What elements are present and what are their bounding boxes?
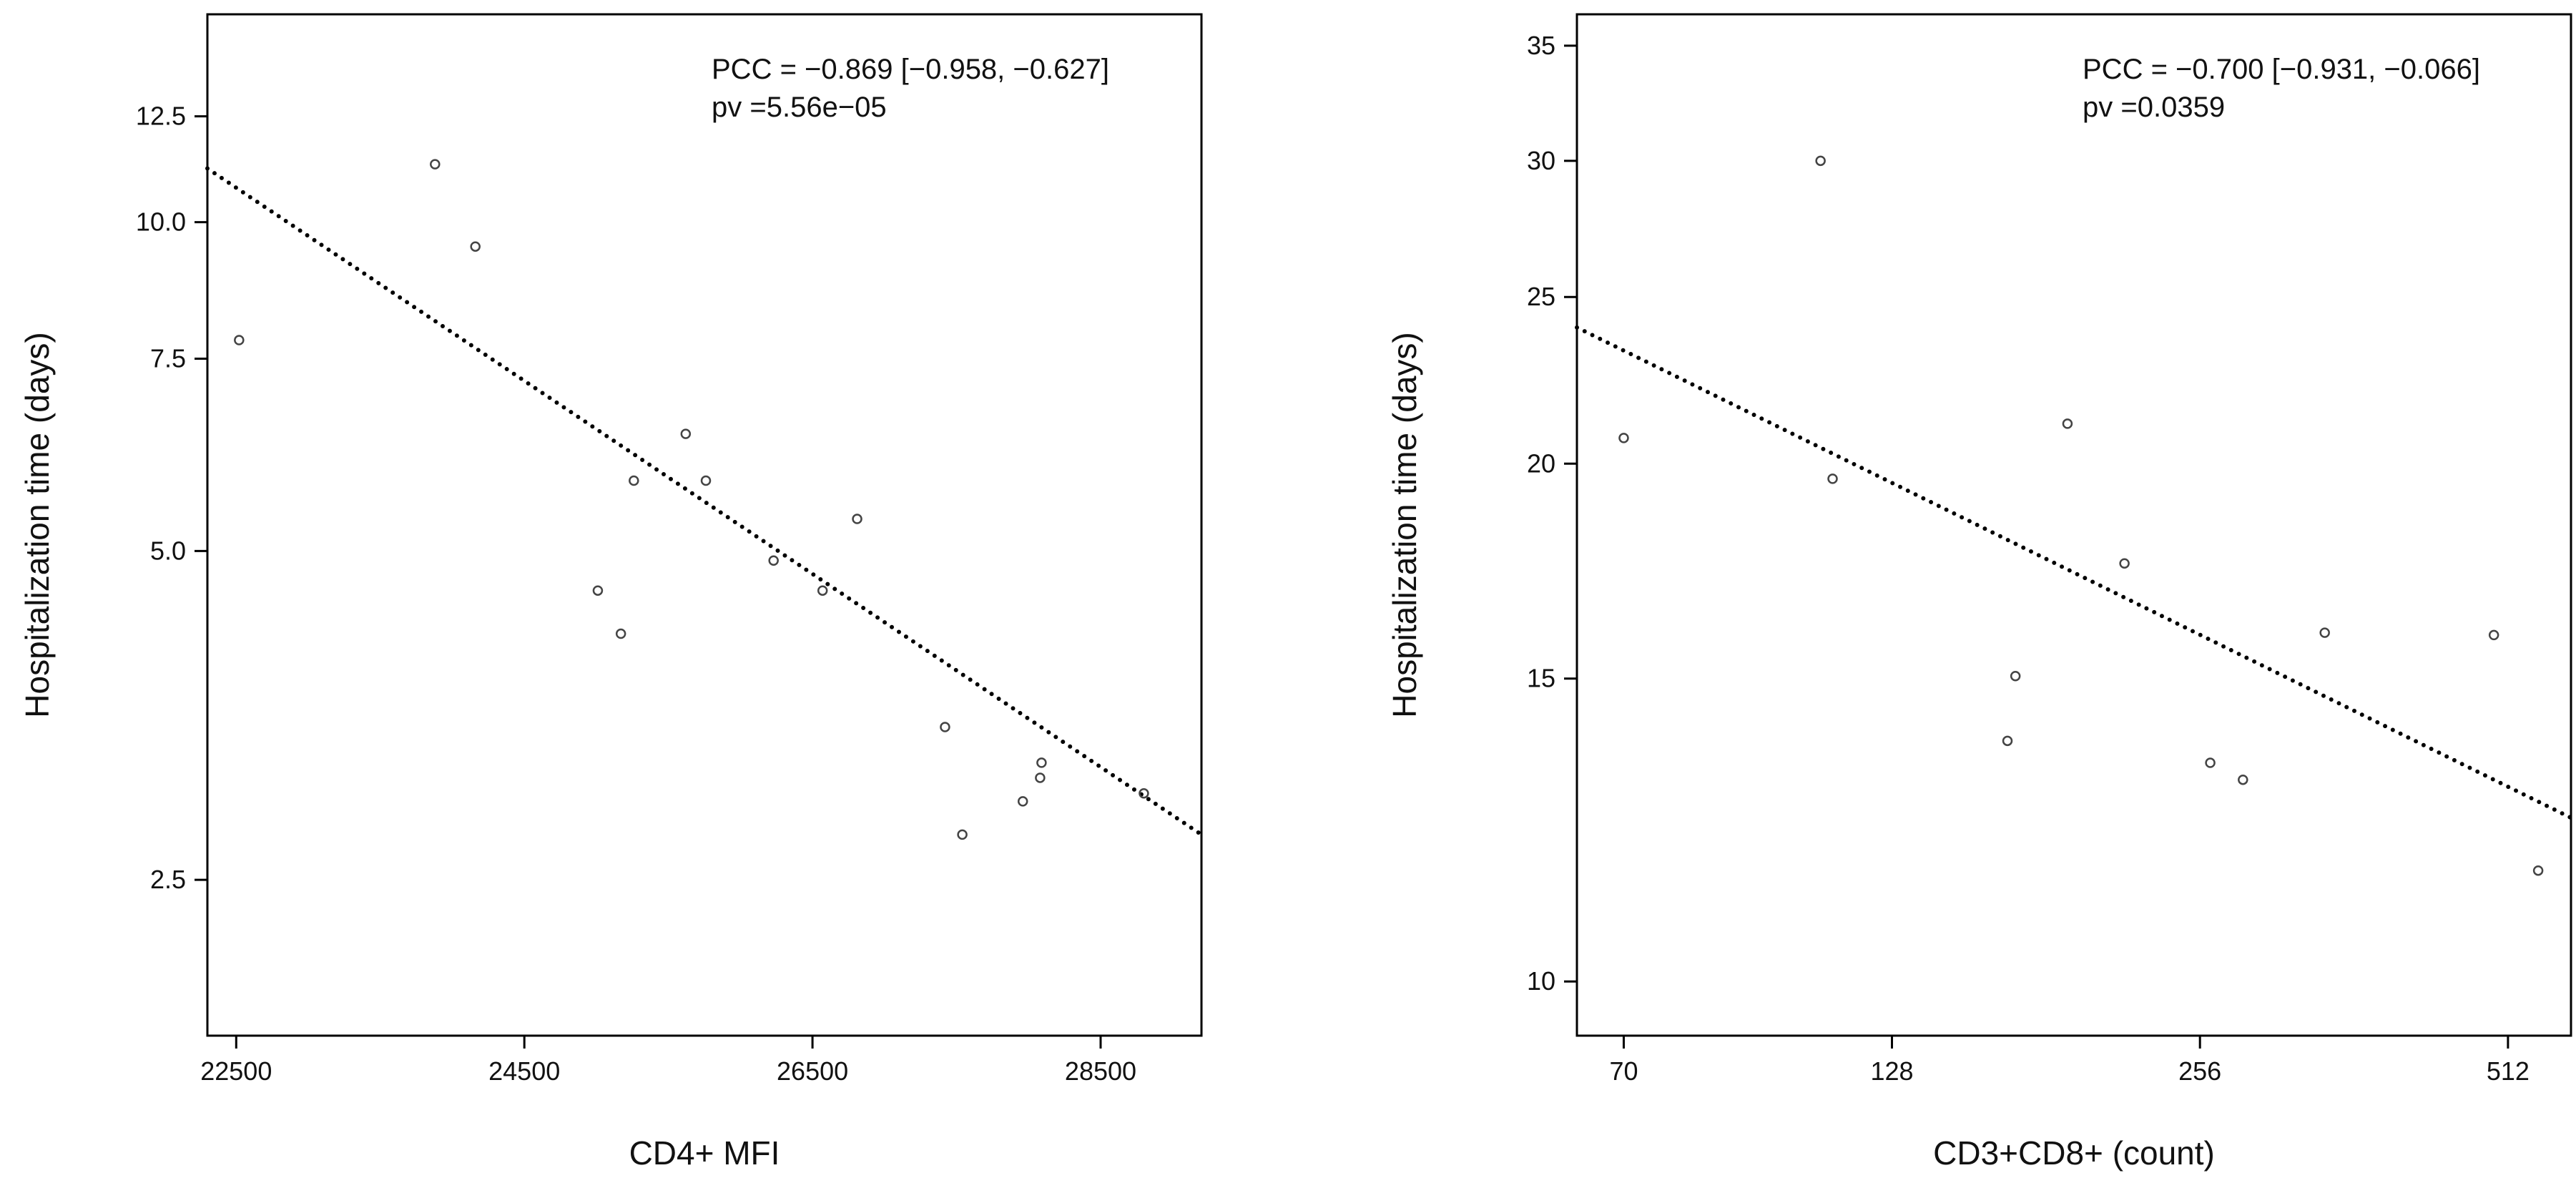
x-tick-label: 256	[2178, 1056, 2221, 1086]
pcc-annotation: PCC = −0.700 [−0.931, −0.066]	[2083, 54, 2480, 85]
data-point	[629, 475, 639, 486]
trend-line	[205, 166, 1204, 837]
y-tick-label: 12.5	[136, 102, 186, 131]
data-point	[1036, 757, 1047, 768]
x-tick-label: 26500	[777, 1056, 848, 1086]
x-tick-label: 70	[1609, 1056, 1638, 1086]
y-tick-label: 25	[1527, 282, 1555, 311]
data-point	[2002, 735, 2013, 747]
y-tick-label: 20	[1527, 448, 1555, 478]
data-point	[768, 555, 779, 566]
data-point	[2119, 558, 2130, 569]
data-point	[470, 241, 481, 252]
y-tick-label: 30	[1527, 146, 1555, 175]
y-tick-label: 15	[1527, 664, 1555, 693]
pvalue-annotation: pv =5.56e−05	[712, 92, 887, 123]
right-panel-cd3-cd8-count: PCC = −0.700 [−0.931, −0.066] pv =0.0359…	[1386, 13, 2573, 1172]
data-point	[1815, 155, 1826, 167]
x-tick-label: 28500	[1065, 1056, 1136, 1086]
y-tick-label: 5.0	[150, 536, 186, 565]
data-point	[1827, 473, 1838, 484]
data-point	[1035, 772, 1046, 783]
data-point	[430, 159, 441, 170]
pvalue-annotation: pv =0.0359	[2083, 92, 2225, 123]
data-point	[2319, 627, 2330, 638]
data-point	[2488, 629, 2499, 641]
data-point	[1017, 796, 1028, 807]
left-panel-cd4-mfi: PCC = −0.869 [−0.958, −0.627] pv =5.56e−…	[19, 13, 1204, 1172]
data-point	[2062, 418, 2073, 429]
data-point	[940, 722, 950, 732]
y-tick-label: 35	[1527, 31, 1555, 60]
y-axis-label: Hospitalization time (days)	[1386, 332, 1423, 717]
x-tick-label: 22500	[200, 1056, 272, 1086]
x-axis-label: CD3+CD8+ (count)	[1933, 1134, 2215, 1172]
pcc-annotation: PCC = −0.869 [−0.958, −0.627]	[712, 54, 1109, 85]
data-point	[2532, 865, 2544, 876]
x-tick-label: 512	[2487, 1056, 2530, 1086]
data-point	[817, 585, 828, 596]
data-point	[2205, 757, 2216, 768]
data-point	[700, 475, 712, 486]
x-tick-label: 24500	[488, 1056, 560, 1086]
data-point	[234, 335, 245, 345]
y-axis-label: Hospitalization time (days)	[19, 332, 56, 717]
data-point	[615, 628, 626, 639]
data-point	[680, 428, 692, 439]
plot-frame	[1575, 13, 2572, 1037]
data-point	[2238, 774, 2248, 785]
data-point	[852, 514, 862, 524]
y-tick-label: 2.5	[150, 865, 186, 894]
data-point	[2010, 671, 2021, 682]
data-point	[1139, 787, 1149, 799]
y-tick-label: 7.5	[150, 343, 186, 373]
trend-line	[1575, 325, 2573, 820]
data-point	[1618, 433, 1629, 443]
y-tick-label: 10	[1527, 966, 1555, 996]
plot-frame	[206, 13, 1203, 1037]
data-point	[957, 829, 968, 840]
y-tick-label: 10.0	[136, 207, 186, 237]
data-point	[592, 585, 604, 596]
x-tick-label: 128	[1870, 1056, 1913, 1086]
x-axis-label: CD4+ MFI	[629, 1134, 780, 1172]
